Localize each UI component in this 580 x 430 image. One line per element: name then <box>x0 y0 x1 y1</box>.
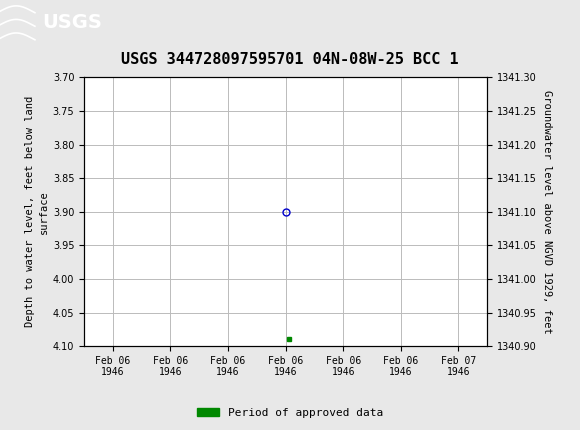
Text: USGS 344728097595701 04N-08W-25 BCC 1: USGS 344728097595701 04N-08W-25 BCC 1 <box>121 52 459 67</box>
Legend: Period of approved data: Period of approved data <box>193 403 387 422</box>
Y-axis label: Depth to water level, feet below land
surface: Depth to water level, feet below land su… <box>24 96 49 327</box>
Text: USGS: USGS <box>42 13 102 32</box>
Y-axis label: Groundwater level above NGVD 1929, feet: Groundwater level above NGVD 1929, feet <box>542 90 553 334</box>
